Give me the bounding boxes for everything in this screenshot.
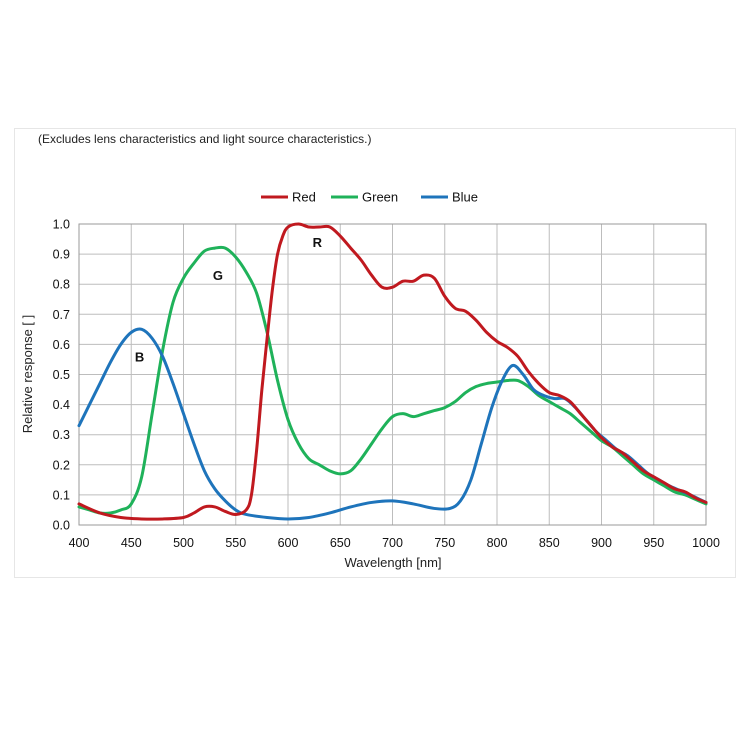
series-line-green	[77, 245, 708, 515]
x-tick-label: 550	[225, 536, 246, 550]
y-tick-label: 1.0	[53, 218, 70, 232]
x-tick-label: 900	[591, 536, 612, 550]
chart-note: (Excludes lens characteristics and light…	[38, 132, 372, 146]
y-tick-label: 0.1	[53, 488, 70, 502]
curve-labels: R G B	[135, 235, 323, 364]
x-tick-label: 950	[643, 536, 664, 550]
y-tick-label: 0.0	[53, 519, 70, 533]
chart-axes	[78, 223, 707, 526]
x-tick-label: 500	[173, 536, 194, 550]
x-tick-label: 400	[69, 536, 90, 550]
legend-label-green: Green	[362, 190, 398, 205]
y-tick-label: 0.2	[53, 458, 70, 472]
y-tick-label: 0.5	[53, 368, 70, 382]
x-tick-label: 450	[121, 536, 142, 550]
x-tick-label: 800	[487, 536, 508, 550]
x-tick-label: 600	[278, 536, 299, 550]
y-tick-label: 0.9	[53, 248, 70, 262]
tick-labels: 400 450 500 550 600 650 700 750 800 850 900 950 1000…	[53, 218, 720, 551]
legend: Red Green Blue	[261, 190, 478, 205]
plot-area-border	[78, 223, 707, 526]
series-layer	[77, 222, 708, 521]
curve-label-blue: B	[135, 349, 144, 364]
curve-label-green: G	[213, 268, 223, 283]
x-tick-label: 1000	[692, 536, 720, 550]
legend-label-red: Red	[292, 190, 316, 205]
series-line-red	[77, 222, 708, 521]
legend-label-blue: Blue	[452, 190, 478, 205]
y-axis-label: Relative response [ ]	[20, 315, 35, 434]
chart-grid	[78, 223, 707, 526]
y-tick-label: 0.4	[53, 398, 70, 412]
curve-label-red: R	[313, 235, 323, 250]
x-tick-label: 750	[434, 536, 455, 550]
y-tick-label: 0.6	[53, 338, 70, 352]
x-tick-label: 850	[539, 536, 560, 550]
y-tick-label: 0.3	[53, 428, 70, 442]
x-tick-label: 650	[330, 536, 351, 550]
y-tick-label: 0.7	[53, 308, 70, 322]
chart-frame	[14, 128, 736, 578]
x-axis-label: Wavelength [nm]	[344, 555, 441, 570]
x-tick-label: 700	[382, 536, 403, 550]
y-tick-label: 0.8	[53, 278, 70, 292]
